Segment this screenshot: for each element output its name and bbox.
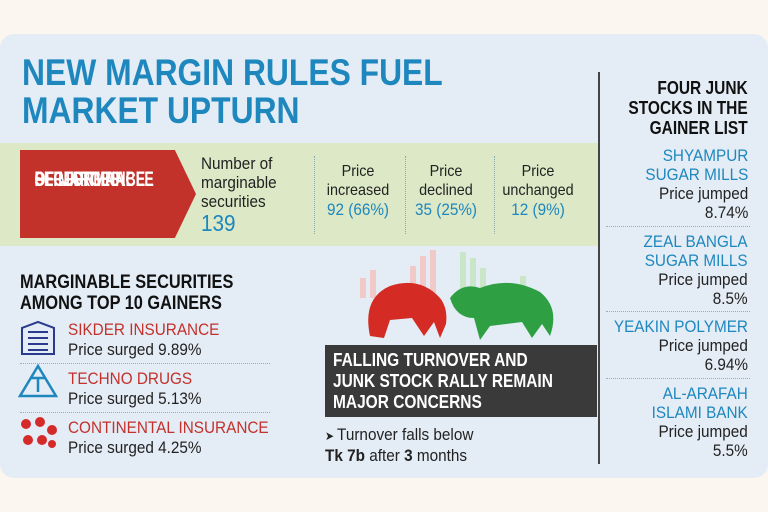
gainer-change: 5.13%	[158, 389, 202, 408]
gainer-change: 4.25%	[158, 438, 202, 457]
junk-name: SUGAR MILLS	[645, 165, 748, 184]
junk-name: ISLAMI BANK	[651, 403, 748, 422]
heading-line: MAJOR CONCERNS	[333, 392, 482, 412]
stat-label: Price	[429, 163, 463, 180]
stat-value: 12 (9%)	[511, 200, 565, 219]
stat-value: 35 (25%)	[414, 200, 478, 219]
junk-change: 5.5%	[713, 441, 748, 460]
divider	[606, 378, 750, 379]
divider	[20, 363, 270, 364]
junk-text: Price jumped	[658, 336, 748, 355]
junk-name: ZEAL BANGLA	[643, 232, 748, 251]
divider	[606, 226, 750, 227]
junk-text: Price jumped	[658, 184, 748, 203]
stat: Price unchanged 12 (9%)	[495, 162, 581, 219]
gainer: CONTINENTAL INSURANCE Price surged 4.25%	[68, 418, 269, 458]
junk-change: 8.5%	[713, 289, 748, 308]
junk-change: 8.74%	[704, 203, 748, 222]
junk-change: 6.94%	[704, 355, 748, 374]
heading-line: FOUR JUNK	[657, 78, 748, 98]
gainer-text: Price surged	[68, 389, 154, 408]
heading-line: JUNK STOCK RALLY REMAIN	[333, 371, 553, 391]
concerns-note: ➤ Turnover falls below Tk 7b after 3 mon…	[325, 425, 474, 465]
junk-item: YEAKIN POLYMER Price jumped 6.94%	[614, 317, 748, 374]
note-text: after	[369, 446, 400, 465]
note-bold: Tk 7b	[325, 446, 365, 465]
heading-line: AMONG TOP 10 GAINERS	[20, 293, 222, 314]
junk-item: AL-ARAFAH ISLAMI BANK Price jumped 5.5%	[652, 384, 748, 460]
junk-name: YEAKIN POLYMER	[613, 317, 748, 336]
separator	[494, 156, 495, 234]
junk-text: Price jumped	[658, 422, 748, 441]
gainer-text: Price surged	[68, 438, 154, 457]
note-bold: 3	[404, 446, 413, 465]
label-line: PERFORMANCE	[34, 168, 146, 191]
gainer-text: Price surged	[68, 340, 154, 359]
column-rule	[598, 72, 600, 464]
stat-label: Price	[521, 163, 555, 180]
divider	[20, 412, 270, 413]
heading-line: MARGINABLE SECURITIES	[20, 272, 234, 293]
stat-value: 92 (66%)	[326, 200, 390, 219]
count-label: securities	[201, 192, 266, 211]
separator	[314, 156, 315, 234]
count-label: marginable	[201, 173, 277, 192]
gainer-name: TECHNO DRUGS	[68, 369, 193, 388]
performance-label: PERFORMANCE OF MARGINABLE SECURITIES	[20, 150, 196, 238]
bull-bear-illustration	[360, 250, 554, 340]
junk-item: ZEAL BANGLA SUGAR MILLS Price jumped 8.5…	[644, 232, 748, 308]
junk-name: SUGAR MILLS	[645, 251, 748, 270]
junk-heading: FOUR JUNK STOCKS IN THE GAINER LIST	[629, 78, 748, 138]
title-line: MARKET UPTURN	[22, 90, 300, 131]
count-value: 139	[201, 210, 236, 236]
junk-text: Price jumped	[658, 270, 748, 289]
heading-line: GAINER LIST	[649, 118, 748, 138]
gainer: TECHNO DRUGS Price surged 5.13%	[68, 369, 202, 409]
heading-line: FALLING TURNOVER AND	[333, 350, 528, 370]
count: Number of marginable securities 139	[201, 154, 277, 236]
stat: Price increased 92 (66%)	[315, 162, 401, 219]
gainer-name: SIKDER INSURANCE	[68, 320, 220, 339]
stat-label: unchanged	[502, 182, 574, 199]
title: NEW MARGIN RULES FUEL MARKET UPTURN	[22, 54, 443, 130]
note-text: Turnover falls below	[337, 425, 474, 444]
stat-label: Price	[341, 163, 375, 180]
stat-label: increased	[326, 182, 390, 199]
title-line: NEW MARGIN RULES FUEL	[22, 52, 443, 93]
gainer: SIKDER INSURANCE Price surged 9.89%	[68, 320, 219, 360]
heading-line: STOCKS IN THE	[628, 98, 748, 118]
junk-item: SHYAMPUR SUGAR MILLS Price jumped 8.74%	[645, 146, 748, 222]
note-text: months	[416, 446, 468, 465]
count-label: Number of	[201, 154, 273, 173]
label-line: SECURITIES	[34, 168, 120, 191]
label-line: OF MARGINABLE	[34, 168, 154, 191]
stat: Price declined 35 (25%)	[403, 162, 489, 219]
separator	[405, 156, 406, 234]
stat-label: declined	[419, 182, 473, 199]
gainers-heading: MARGINABLE SECURITIES AMONG TOP 10 GAINE…	[20, 272, 233, 314]
divider	[606, 311, 750, 312]
gainer-name: CONTINENTAL INSURANCE	[68, 418, 269, 437]
concerns-heading: FALLING TURNOVER AND JUNK STOCK RALLY RE…	[325, 345, 597, 417]
gainer-change: 9.89%	[158, 340, 202, 359]
junk-name: AL-ARAFAH	[662, 384, 748, 403]
junk-name: SHYAMPUR	[662, 146, 748, 165]
company-icons	[18, 320, 59, 448]
